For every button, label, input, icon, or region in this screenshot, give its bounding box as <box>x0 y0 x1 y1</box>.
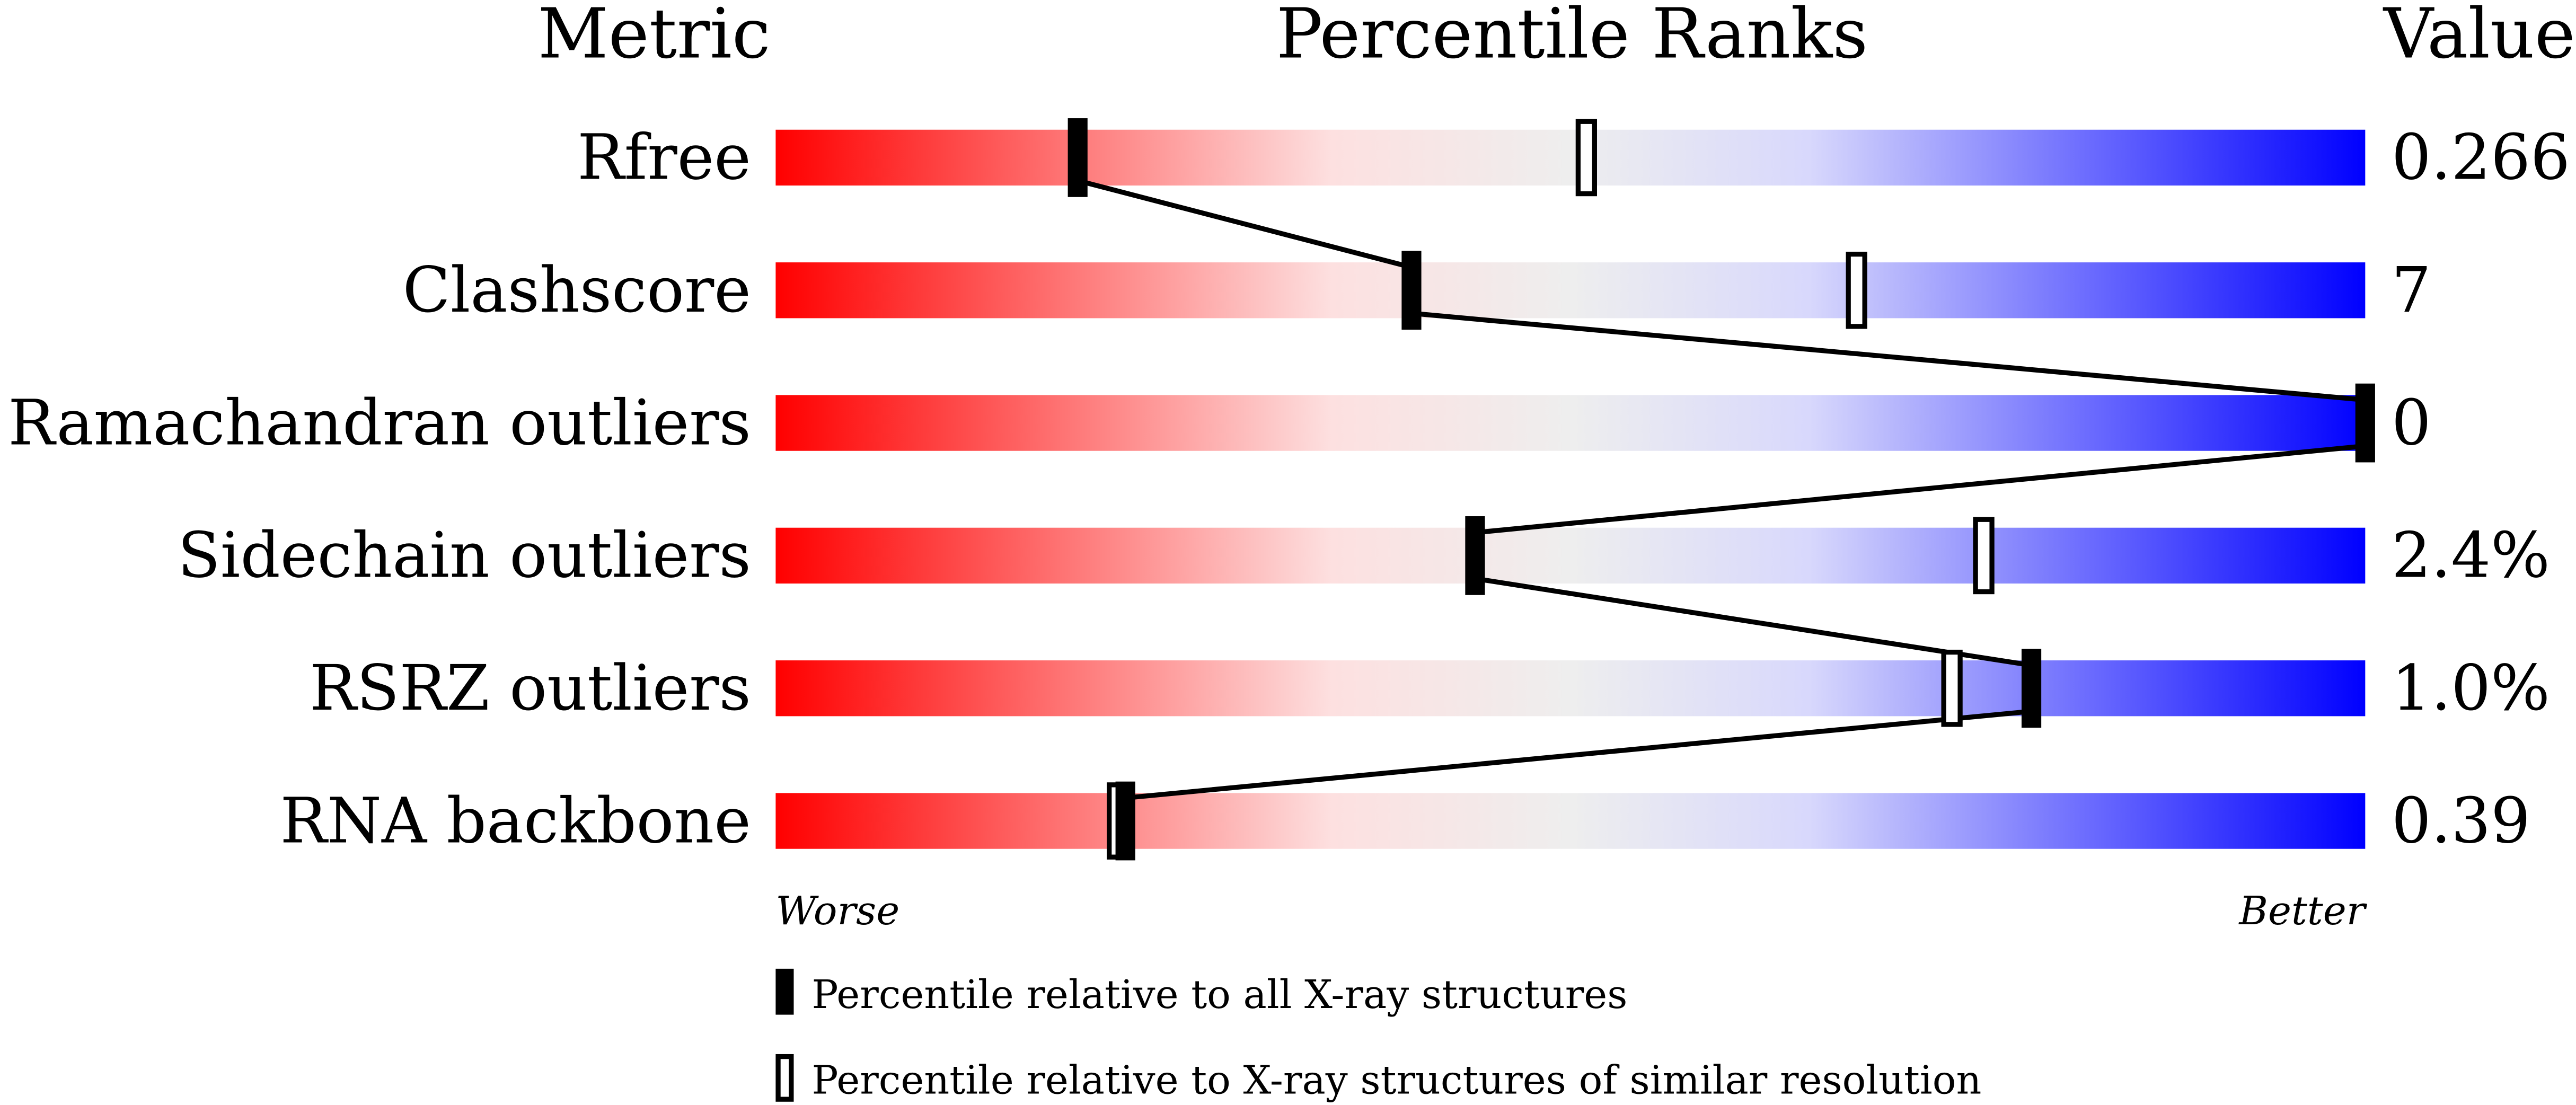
metric-label: Ramachandran outliers <box>8 386 751 459</box>
marker-all-structures <box>1401 251 1422 330</box>
marker-all-structures <box>2021 649 2042 728</box>
percentile-bar <box>775 660 2366 717</box>
metric-row: Rfree 0.266 <box>577 121 2570 194</box>
metric-label: Sidechain outliers <box>178 519 751 592</box>
marker-similar-resolution <box>1973 517 1995 595</box>
marker-similar-resolution <box>1941 649 1963 727</box>
marker-similar-resolution <box>1575 119 1597 197</box>
metric-value: 0.39 <box>2392 784 2530 857</box>
connector-line <box>1411 311 2366 403</box>
legend-open-marker <box>775 1054 794 1102</box>
legend-label-similar: Percentile relative to X-ray structures … <box>812 1057 1982 1103</box>
metric-value: 0 <box>2392 386 2431 459</box>
header-value: Value <box>2383 0 2575 74</box>
header-metric: Metric <box>538 0 771 74</box>
metric-row: Sidechain outliers 2.4% <box>178 519 2550 592</box>
metric-label: RNA backbone <box>280 784 751 857</box>
metric-row: RNA backbone 0.39 <box>280 784 2530 857</box>
metric-label: Clashscore <box>403 254 751 326</box>
percentile-bar <box>775 395 2366 451</box>
metric-row: RSRZ outliers 1.0% <box>310 652 2550 724</box>
metric-row: Clashscore 7 <box>403 254 2431 326</box>
metric-label: RSRZ outliers <box>310 652 751 724</box>
marker-all-structures <box>1465 516 1485 595</box>
legend-label-all: Percentile relative to all X-ray structu… <box>812 971 1628 1018</box>
axis-label-worse: Worse <box>775 888 899 934</box>
header-percentile-ranks: Percentile Ranks <box>1276 0 1868 74</box>
metric-value: 1.0% <box>2392 652 2550 724</box>
metric-value: 7 <box>2392 254 2431 326</box>
connector-line <box>1475 576 2032 668</box>
connector-line <box>1475 443 2366 535</box>
metric-label: Rfree <box>577 121 751 194</box>
marker-all-structures <box>1068 118 1088 197</box>
connector-line <box>1077 178 1413 270</box>
metric-row: Ramachandran outliers 0 <box>8 386 2431 459</box>
percentile-bar <box>775 262 2366 319</box>
connector-line <box>1125 709 2032 801</box>
metric-value: 0.266 <box>2392 121 2570 194</box>
marker-all-structures <box>1115 781 1135 861</box>
percentile-bar <box>775 129 2366 186</box>
percentile-bar <box>775 527 2366 584</box>
percentile-bar <box>775 793 2366 849</box>
legend: Percentile relative to all X-ray structu… <box>775 968 1982 1103</box>
marker-all-structures <box>2355 383 2375 463</box>
metric-value: 2.4% <box>2392 519 2550 592</box>
legend-filled-marker <box>775 968 794 1015</box>
marker-similar-resolution <box>1846 251 1867 329</box>
axis-label-better: Better <box>2238 888 2367 934</box>
